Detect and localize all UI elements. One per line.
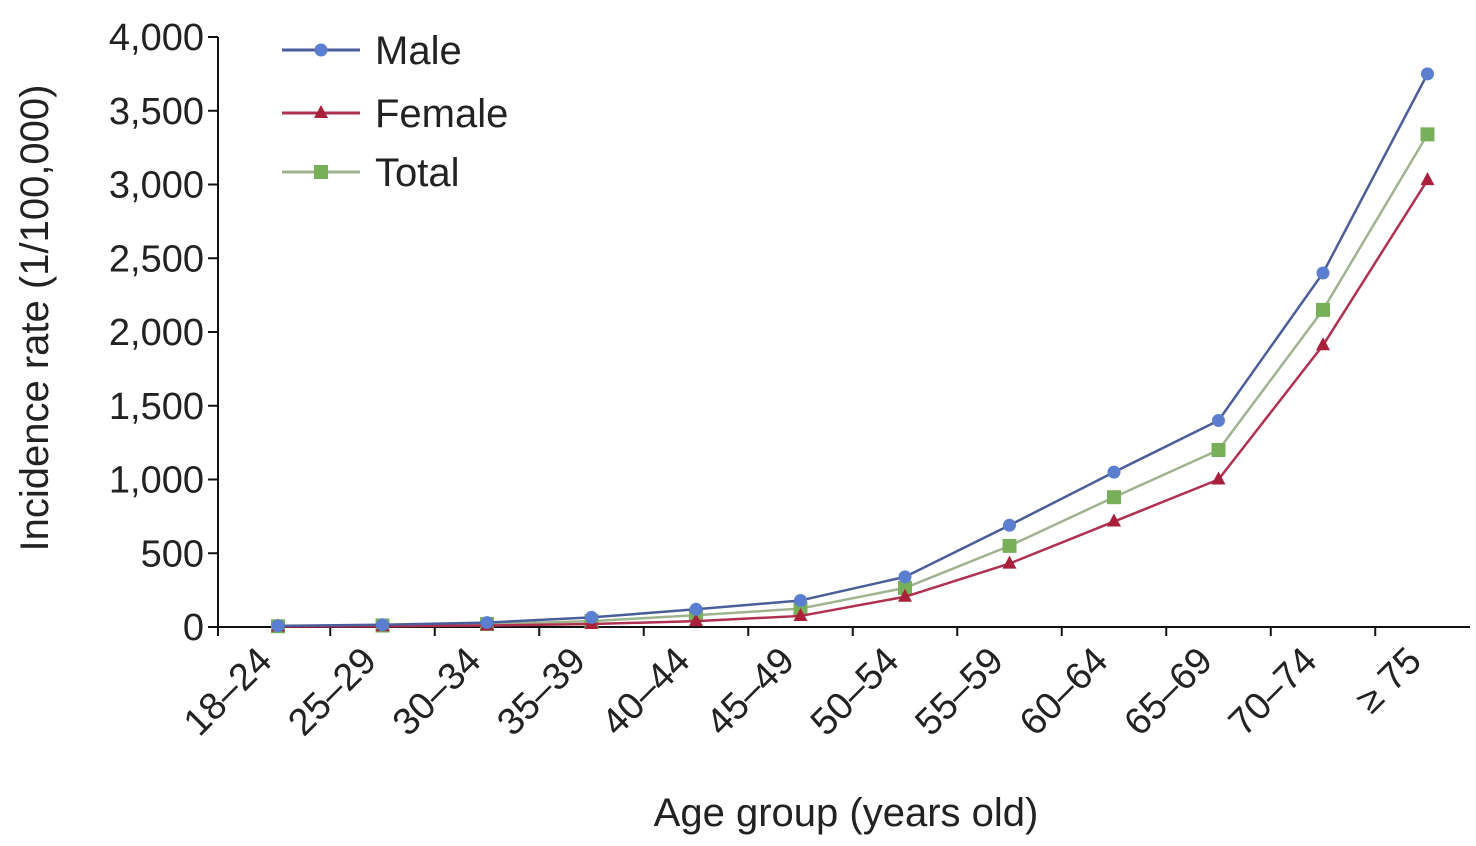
y-tick-label: 2,500	[109, 238, 204, 280]
data-point	[1211, 471, 1226, 485]
y-tick-label: 1,000	[109, 460, 204, 502]
data-point	[898, 580, 912, 595]
x-tick-label: 25–29	[280, 640, 384, 744]
x-tick-label: 35–39	[489, 640, 593, 744]
x-tick-label: 70–74	[1221, 640, 1325, 744]
x-tick-label: 60–64	[1012, 640, 1116, 744]
y-tick-label: 0	[183, 607, 204, 649]
y-axis-title: Incidence rate (1/100,000)	[13, 85, 57, 552]
legend-label: Female	[375, 92, 508, 136]
data-point	[1316, 337, 1330, 351]
x-axis-title: Age group (years old)	[654, 791, 1039, 835]
data-point	[1002, 538, 1017, 553]
y-tick-label: 500	[141, 533, 204, 575]
data-point	[1002, 555, 1017, 569]
data-point	[585, 610, 598, 624]
x-tick-label: 50–54	[803, 640, 907, 744]
legend-item-total: Total	[282, 151, 460, 195]
series-female	[271, 172, 1435, 632]
data-point	[1107, 490, 1121, 505]
series-male	[271, 67, 1434, 633]
data-point	[376, 618, 389, 632]
x-tick-label: 65–69	[1116, 640, 1220, 744]
x-tick-label: 30–34	[385, 640, 489, 744]
y-tick-label: 3,000	[109, 165, 204, 207]
x-tick-label: 40–44	[594, 640, 698, 744]
y-tick-label: 4,000	[109, 17, 204, 59]
data-point	[898, 570, 912, 584]
data-point	[1107, 465, 1121, 479]
data-point	[1107, 513, 1121, 527]
y-tick-label: 3,500	[109, 91, 204, 133]
data-point	[480, 616, 494, 630]
legend-marker	[314, 105, 328, 118]
x-tick-label: 18–24	[176, 640, 280, 744]
data-point	[1420, 127, 1435, 142]
data-point	[794, 593, 807, 607]
data-point	[1316, 266, 1330, 280]
data-point	[1212, 414, 1225, 427]
series-line-male	[277, 73, 1429, 628]
data-point	[1211, 443, 1226, 457]
series-line-female	[277, 179, 1429, 628]
y-tick-label: 1,500	[109, 386, 204, 428]
data-point	[898, 588, 912, 602]
series-total	[271, 127, 1435, 634]
legend-label: Male	[375, 29, 462, 73]
data-point	[689, 613, 703, 627]
x-tick-label: 45–49	[698, 640, 802, 744]
data-point	[689, 602, 703, 616]
data-point	[1421, 67, 1434, 81]
legend: Male Female Total	[282, 29, 508, 195]
series-layer	[271, 67, 1435, 634]
legend-label: Total	[375, 151, 460, 195]
x-tick-label: 55–59	[907, 640, 1011, 744]
data-point	[1420, 172, 1435, 186]
legend-item-female: Female	[282, 92, 508, 136]
data-point	[1003, 518, 1016, 532]
data-point	[793, 607, 808, 621]
legend-item-male: Male	[282, 29, 462, 73]
y-tick-label: 2,000	[109, 312, 204, 354]
legend-marker	[314, 165, 328, 179]
x-tick-label: ≥ 75	[1348, 640, 1430, 722]
axes: 0 500 1,000 1,500 2,000 2,500 3,000 3,500 4,000 1…	[109, 17, 1470, 744]
legend-marker	[314, 43, 328, 57]
data-point	[271, 619, 285, 633]
data-point	[1316, 302, 1330, 317]
series-line-total	[277, 133, 1429, 628]
